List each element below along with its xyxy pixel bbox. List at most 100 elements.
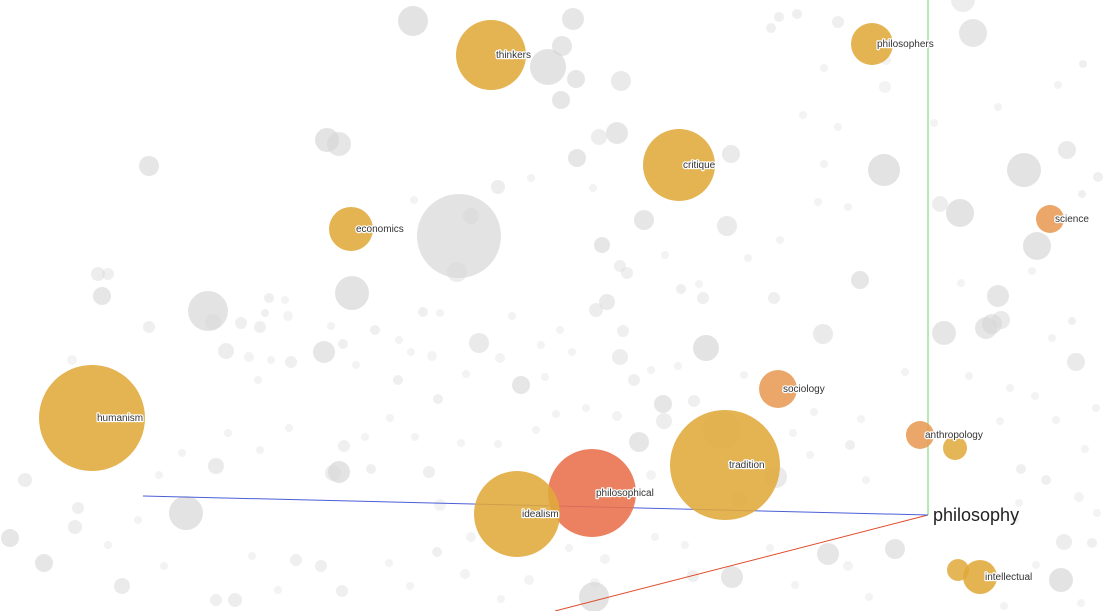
background-point[interactable]: [244, 352, 254, 362]
background-point[interactable]: [1092, 404, 1100, 412]
background-point[interactable]: [599, 294, 615, 310]
background-point[interactable]: [845, 440, 855, 450]
background-point[interactable]: [411, 433, 419, 441]
background-point[interactable]: [18, 473, 32, 487]
background-point[interactable]: [879, 81, 891, 93]
background-point[interactable]: [169, 496, 203, 530]
background-point[interactable]: [590, 578, 600, 588]
background-point[interactable]: [1, 529, 19, 547]
background-point[interactable]: [143, 321, 155, 333]
background-point[interactable]: [1093, 509, 1101, 517]
background-point[interactable]: [996, 417, 1004, 425]
neighbor-point-tradition[interactable]: [670, 410, 780, 520]
background-point[interactable]: [385, 559, 393, 567]
background-point[interactable]: [722, 145, 740, 163]
background-point[interactable]: [959, 19, 987, 47]
background-point[interactable]: [556, 326, 564, 334]
background-point[interactable]: [104, 541, 112, 549]
background-point[interactable]: [851, 271, 869, 289]
neighbor-point-humanism[interactable]: [39, 365, 145, 471]
background-point[interactable]: [810, 408, 818, 416]
background-point[interactable]: [567, 70, 585, 88]
background-point[interactable]: [1077, 599, 1085, 607]
background-point[interactable]: [982, 314, 1002, 334]
background-point[interactable]: [1067, 353, 1085, 371]
background-point[interactable]: [93, 287, 111, 305]
background-point[interactable]: [589, 303, 603, 317]
background-point[interactable]: [1041, 475, 1051, 485]
background-point[interactable]: [254, 376, 262, 384]
background-point[interactable]: [155, 471, 163, 479]
background-point[interactable]: [313, 341, 335, 363]
background-point[interactable]: [208, 458, 224, 474]
background-point[interactable]: [327, 132, 351, 156]
neighbor-point-anthropology[interactable]: [906, 421, 934, 449]
background-point[interactable]: [834, 123, 842, 131]
background-point[interactable]: [647, 366, 655, 374]
neighbor-point-idealism[interactable]: [474, 471, 560, 557]
background-point[interactable]: [965, 372, 973, 380]
background-point[interactable]: [865, 593, 873, 601]
background-point[interactable]: [178, 449, 186, 457]
background-point[interactable]: [67, 355, 77, 365]
background-point[interactable]: [532, 426, 540, 434]
background-point[interactable]: [612, 411, 622, 421]
background-point[interactable]: [862, 476, 870, 484]
background-point[interactable]: [491, 180, 505, 194]
background-point[interactable]: [589, 184, 597, 192]
background-point[interactable]: [717, 216, 737, 236]
background-point[interactable]: [1048, 334, 1056, 342]
background-point[interactable]: [792, 9, 802, 19]
background-point[interactable]: [1078, 190, 1086, 198]
background-point[interactable]: [806, 451, 814, 459]
neighbor-point-sociology[interactable]: [759, 370, 797, 408]
background-point[interactable]: [512, 376, 530, 394]
background-point[interactable]: [606, 122, 628, 144]
background-point[interactable]: [433, 394, 443, 404]
background-point[interactable]: [436, 309, 444, 317]
background-point[interactable]: [1054, 81, 1062, 89]
background-point[interactable]: [1058, 141, 1076, 159]
background-point[interactable]: [594, 237, 610, 253]
background-point[interactable]: [218, 343, 234, 359]
background-point[interactable]: [160, 562, 168, 570]
background-point[interactable]: [338, 339, 348, 349]
background-point[interactable]: [1015, 499, 1023, 507]
background-point[interactable]: [1093, 172, 1103, 182]
background-point[interactable]: [235, 317, 247, 329]
neighbor-point-philosophers[interactable]: [851, 23, 893, 65]
background-point[interactable]: [817, 543, 839, 565]
background-point[interactable]: [582, 404, 590, 412]
neighbor-point-unlabeled[interactable]: [943, 436, 967, 460]
background-point[interactable]: [1028, 267, 1036, 275]
background-point[interactable]: [930, 119, 938, 127]
background-point[interactable]: [254, 321, 266, 333]
background-point[interactable]: [651, 533, 659, 541]
background-point[interactable]: [951, 0, 975, 12]
background-point[interactable]: [932, 196, 948, 212]
background-point[interactable]: [901, 368, 909, 376]
background-point[interactable]: [656, 413, 672, 429]
background-point[interactable]: [766, 23, 776, 33]
background-point[interactable]: [508, 312, 516, 320]
background-point[interactable]: [612, 349, 628, 365]
background-point[interactable]: [527, 174, 535, 182]
background-point[interactable]: [552, 91, 570, 109]
background-point[interactable]: [256, 446, 264, 454]
background-point[interactable]: [537, 341, 545, 349]
background-point[interactable]: [565, 544, 573, 552]
background-point[interactable]: [338, 440, 350, 452]
background-point[interactable]: [336, 585, 348, 597]
background-point[interactable]: [1052, 416, 1060, 424]
background-point[interactable]: [188, 291, 228, 331]
background-point[interactable]: [628, 374, 640, 386]
background-point[interactable]: [868, 154, 900, 186]
background-point[interactable]: [325, 465, 341, 481]
background-point[interactable]: [460, 569, 470, 579]
background-point[interactable]: [791, 581, 799, 589]
background-point[interactable]: [264, 293, 274, 303]
background-point[interactable]: [315, 560, 327, 572]
background-point[interactable]: [693, 335, 719, 361]
background-point[interactable]: [524, 575, 534, 585]
background-point[interactable]: [462, 370, 470, 378]
